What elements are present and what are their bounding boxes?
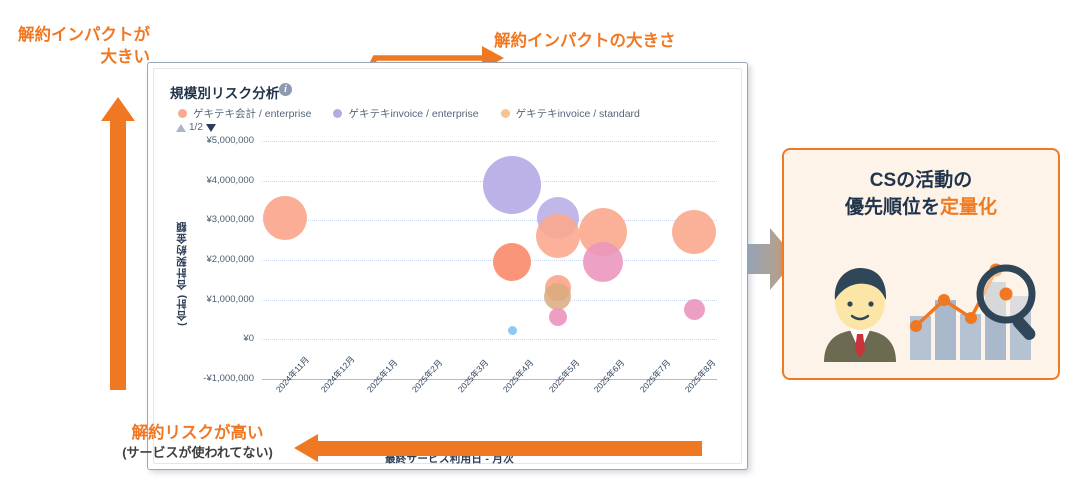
gridline <box>262 299 717 301</box>
risk-left-arrow-head <box>294 434 318 462</box>
annotation-left-line1: 解約インパクトが <box>18 26 150 44</box>
y-axis-tick-label: ¥0 <box>243 333 254 345</box>
y-axis-title: (合計) 合計契約金額 <box>176 221 188 326</box>
annotation-top: 解約インパクトの大きさ <box>494 32 676 50</box>
bar-3 <box>960 314 981 360</box>
chart-card-inner: 規模別リスク分析 i ゲキテキ会計 / enterprise ゲキテキinvoic… <box>153 68 745 467</box>
legend-item-1[interactable]: ゲキテキinvoice / enterprise <box>333 106 479 121</box>
gridline <box>262 141 717 142</box>
bubble-point[interactable] <box>672 210 717 255</box>
bubble-point[interactable] <box>544 282 572 310</box>
connector-arrow-icon <box>748 228 796 290</box>
legend-color-swatch <box>500 109 510 118</box>
y-axis-tick-label: -¥1,000,000 <box>203 373 254 384</box>
annotation-bottom-sub: (サービスが使われてない) <box>122 445 273 461</box>
impact-up-arrow-head <box>101 97 135 121</box>
pager-down-icon[interactable] <box>205 123 216 132</box>
bubble-point[interactable] <box>493 242 532 281</box>
chart-title: 規模別リスク分析 <box>170 86 280 101</box>
panel-title-line2: 優先順位を定量化 <box>784 195 1058 222</box>
annotation-bottom-main: 解約リスクが高い <box>131 424 264 442</box>
legend-label: ゲキテキ会計 / enterprise <box>193 108 312 120</box>
person-figure <box>824 268 896 362</box>
plot-area: (合計) 合計契約金額 ¥5,000,000 ¥4,000,000 ¥3,000,0… <box>154 135 745 467</box>
bar-2 <box>935 300 956 360</box>
legend-color-swatch <box>333 109 343 118</box>
gridline <box>262 339 717 341</box>
y-axis-tick-label: ¥2,000,000 <box>206 254 254 265</box>
impact-up-arrow-shaft <box>110 118 126 390</box>
legend-label: ゲキテキinvoice / enterprise <box>348 108 479 120</box>
y-axis-tick-label: ¥3,000,000 <box>206 214 254 226</box>
magnifier-handle <box>1012 316 1036 340</box>
y-axis-tick-label: ¥4,000,000 <box>206 174 254 186</box>
risk-left-arrow-shaft <box>316 441 702 456</box>
x-axis-title: 最終サービス利用日 - 月次 <box>384 453 515 465</box>
pager-label: 1/2 <box>189 122 203 133</box>
annotation-left: 解約インパクトが 大きい <box>18 24 150 69</box>
legend-pager[interactable]: 1/2 <box>176 122 216 133</box>
legend-item-0[interactable]: ゲキテキ会計 / enterprise <box>178 106 311 121</box>
bubble-point[interactable] <box>483 155 542 214</box>
annotation-left-line2: 大きい <box>100 48 151 67</box>
gridline <box>262 220 717 222</box>
chart-legend: ゲキテキ会計 / enterprise ゲキテキinvoice / enterpr… <box>178 106 640 121</box>
bubble-point[interactable] <box>507 325 517 335</box>
legend-item-2[interactable]: ゲキテキinvoice / standard <box>500 106 640 121</box>
panel-title-line1: CSの活動の <box>869 170 973 191</box>
bubble-point[interactable] <box>262 196 307 241</box>
chart-card: 規模別リスク分析 i ゲキテキ会計 / enterprise ゲキテキinvoic… <box>147 62 748 470</box>
annotation-bottom: 解約リスクが高い (サービスが使われてない) <box>100 423 295 462</box>
pager-up-icon[interactable] <box>176 123 186 132</box>
y-axis-tick-label: ¥1,000,000 <box>206 293 254 305</box>
bubble-point[interactable] <box>535 214 580 259</box>
panel-title-plain: 優先順位を <box>844 196 940 218</box>
bubble-point[interactable] <box>683 298 705 320</box>
bubble-point[interactable] <box>548 308 567 327</box>
y-axis-tick-label: ¥5,000,000 <box>206 135 254 146</box>
panel-title: CSの活動の 優先順位を定量化 <box>784 168 1058 222</box>
analytics-illustration <box>824 263 1036 362</box>
legend-label: ゲキテキinvoice / standard <box>515 108 640 120</box>
gridline <box>262 260 717 261</box>
panel-title-highlight: 定量化 <box>940 196 998 218</box>
bubble-point[interactable] <box>583 241 624 282</box>
legend-color-swatch <box>178 109 187 118</box>
x-axis-baseline <box>262 379 717 380</box>
summary-panel: CSの活動の 優先順位を定量化 <box>782 148 1060 380</box>
info-icon[interactable]: i <box>279 83 292 96</box>
